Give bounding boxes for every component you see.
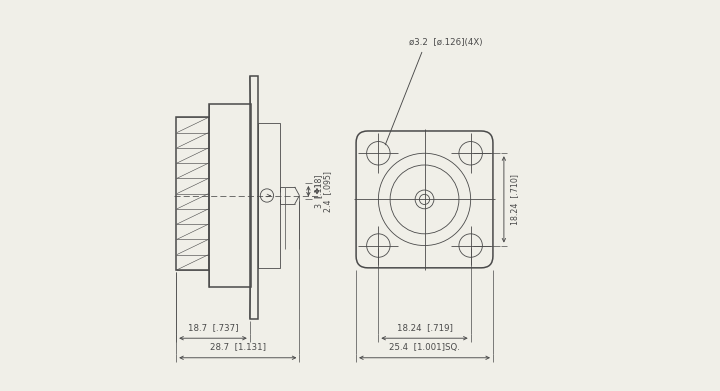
Text: 18.7  [.737]: 18.7 [.737] xyxy=(188,323,238,332)
Text: 18.24  [.719]: 18.24 [.719] xyxy=(397,323,452,332)
Text: 25.4  [1.001]SQ.: 25.4 [1.001]SQ. xyxy=(389,343,460,352)
Text: 3  [.118]: 3 [.118] xyxy=(314,174,323,208)
Text: 28.7  [1.131]: 28.7 [1.131] xyxy=(210,343,266,352)
Text: 18.24  [.710]: 18.24 [.710] xyxy=(510,174,518,225)
Bar xyxy=(258,123,280,268)
Bar xyxy=(250,76,258,319)
Text: ø3.2  [ø.126](4X): ø3.2 [ø.126](4X) xyxy=(385,38,483,145)
Text: 2.4  [.095]: 2.4 [.095] xyxy=(323,171,332,212)
Bar xyxy=(210,104,251,287)
Bar xyxy=(176,117,210,270)
